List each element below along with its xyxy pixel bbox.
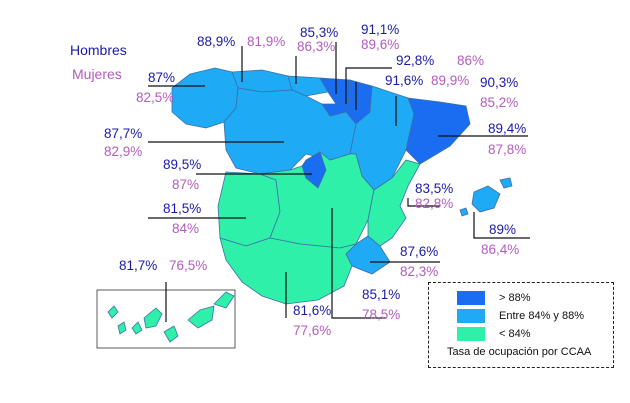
men-header: Hombres xyxy=(70,42,127,58)
label-navarra-women: 86% xyxy=(457,53,485,68)
region-cantabria xyxy=(287,75,329,97)
label-asturias-women: 81,9% xyxy=(247,34,286,49)
legend-item-low: < 84% xyxy=(457,326,531,342)
label-la-rioja-men: 91,6% xyxy=(385,73,424,88)
region-andalucia xyxy=(219,237,358,305)
label-madrid-women: 87% xyxy=(172,177,200,192)
callout-navarra xyxy=(345,67,392,104)
label-la-rioja-women: 89,9% xyxy=(431,73,470,88)
label-canarias-women: 76,5% xyxy=(169,258,208,273)
label-cantabria-men: 85,3% xyxy=(300,25,339,40)
label-navarra-men: 92,8% xyxy=(396,53,435,68)
women-header: Mujeres xyxy=(72,66,122,82)
label-aragon-men: 90,3% xyxy=(480,75,519,90)
label-cataluna-women: 87,8% xyxy=(488,142,527,157)
label-extremadura-women: 84% xyxy=(172,221,200,236)
legend-item-high: > 88% xyxy=(457,290,531,306)
label-murcia-women: 82,3% xyxy=(400,264,439,279)
label-castilla-la-mancha-women: 78,5% xyxy=(362,307,401,322)
label-castilla-la-mancha-men: 85,1% xyxy=(362,287,401,302)
label-extremadura-men: 81,5% xyxy=(163,201,202,216)
callout-valencia xyxy=(407,198,440,207)
legend-item-mid: Entre 84% y 88% xyxy=(457,308,584,324)
label-valencia-men: 83,5% xyxy=(415,181,454,196)
legend-label-mid: Entre 84% y 88% xyxy=(499,310,584,322)
legend-label-high: > 88% xyxy=(499,292,531,304)
callout-castilla-la-mancha xyxy=(331,208,386,319)
label-baleares-men: 89% xyxy=(489,222,517,237)
label-aragon-women: 85,2% xyxy=(480,95,519,110)
legend-caption: Tasa de ocupación por CCAA xyxy=(447,346,592,358)
region-extremadura xyxy=(217,171,281,247)
label-castilla-leon-women: 82,9% xyxy=(104,144,143,159)
region-baleares xyxy=(459,177,513,217)
region-valencia xyxy=(367,159,421,247)
label-canarias-men: 81,7% xyxy=(119,258,158,273)
label-valencia-women: 82,8% xyxy=(415,196,454,211)
region-cataluna xyxy=(405,97,471,165)
callout-baleares xyxy=(473,212,530,239)
label-castilla-leon-men: 87,7% xyxy=(104,126,143,141)
legend: > 88% Entre 84% y 88% < 84% Tasa de ocup… xyxy=(428,282,614,368)
legend-swatch-low xyxy=(457,327,485,341)
label-pais-vasco-women: 89,6% xyxy=(361,37,400,52)
label-baleares-women: 86,4% xyxy=(481,242,520,257)
label-murcia-men: 87,6% xyxy=(400,244,439,259)
legend-swatch-high xyxy=(457,291,485,305)
label-pais-vasco-men: 91,1% xyxy=(361,22,400,37)
label-galicia-men: 87% xyxy=(148,70,176,85)
label-andalucia-men: 81,6% xyxy=(293,303,332,318)
label-cantabria-women: 86,3% xyxy=(297,39,336,54)
label-andalucia-women: 77,6% xyxy=(293,323,332,338)
label-cataluna-men: 89,4% xyxy=(488,121,527,136)
legend-label-low: < 84% xyxy=(499,328,531,340)
label-asturias-men: 88,9% xyxy=(197,34,236,49)
region-canarias xyxy=(107,291,235,343)
legend-swatch-mid xyxy=(457,309,485,323)
label-galicia-women: 82,5% xyxy=(136,90,175,105)
label-madrid-men: 89,5% xyxy=(163,157,202,172)
